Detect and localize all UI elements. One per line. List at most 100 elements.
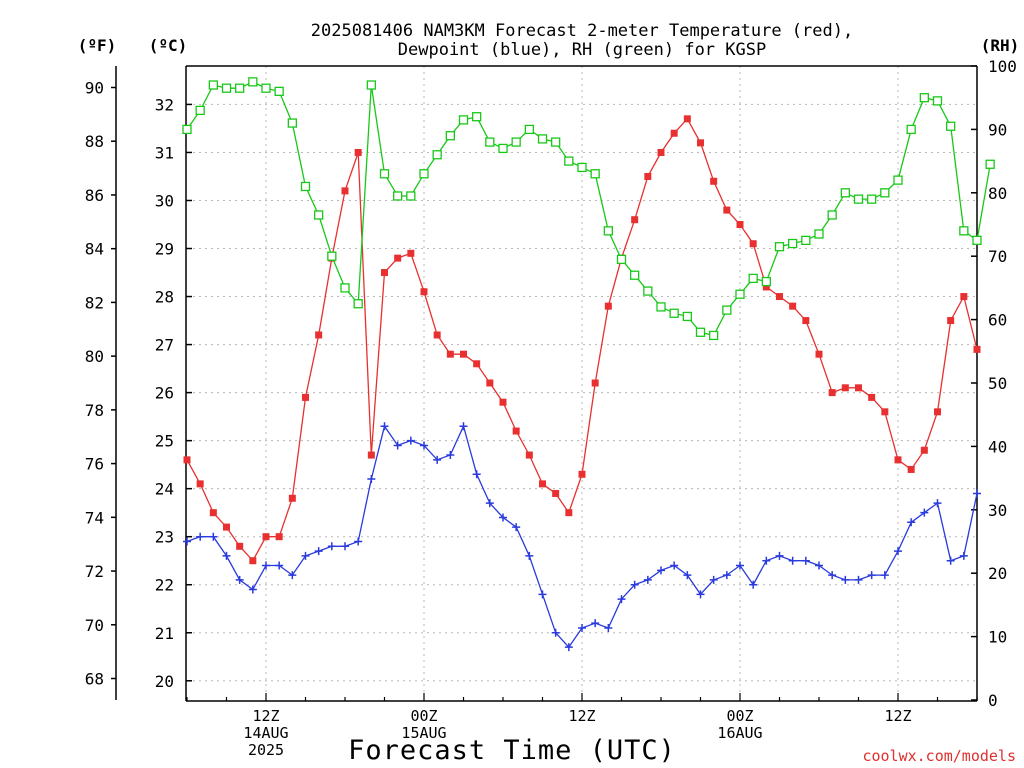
temperature-point — [894, 456, 902, 464]
dewpoint-point — [314, 547, 323, 556]
x-axis-title: Forecast Time (UTC) — [348, 735, 676, 766]
rh-point — [498, 143, 508, 154]
rh-point — [827, 210, 837, 220]
fahrenheit-tick-label: 86 — [85, 186, 104, 205]
dewpoint-point — [801, 556, 810, 565]
fahrenheit-tick-label: 90 — [85, 78, 104, 97]
rh-point — [485, 137, 495, 147]
dewpoint-point — [959, 551, 968, 560]
temperature-point — [670, 129, 678, 137]
rh-point — [735, 289, 745, 299]
temperature-point — [881, 408, 889, 416]
fahrenheit-axis-label: (ºF) — [78, 36, 117, 55]
rh-point — [590, 169, 600, 179]
rh-point — [458, 115, 469, 125]
dewpoint-point — [564, 643, 573, 652]
rh-tick-label: 100 — [988, 57, 1017, 76]
rh-point — [959, 226, 969, 236]
rh-point — [261, 83, 271, 93]
dewpoint-point — [341, 542, 349, 551]
temperature-point — [855, 384, 862, 392]
dewpoint-point — [762, 556, 771, 565]
data-series — [182, 77, 995, 652]
temperature-point — [407, 249, 415, 257]
dewpoint-point — [446, 451, 455, 460]
dewpoint-point — [209, 532, 218, 541]
dewpoint-point — [459, 422, 468, 431]
dewpoint-point — [499, 513, 507, 522]
temperature-point — [288, 494, 296, 502]
temperature-point — [762, 283, 770, 291]
fahrenheit-tick-label: 84 — [85, 240, 104, 259]
rh-point — [643, 286, 653, 296]
rh-point — [511, 137, 521, 147]
celsius-tick-label: 29 — [155, 240, 174, 259]
rh-point — [524, 124, 534, 135]
temperature-point — [710, 177, 718, 185]
temperature-point — [460, 350, 467, 358]
rh-point — [248, 77, 258, 87]
dewpoint-point — [551, 628, 560, 637]
fahrenheit-tick-label: 76 — [85, 455, 104, 474]
chart-title-line-1: 2025081406 NAM3KM Forecast 2-meter Tempe… — [311, 21, 853, 41]
rh-point — [985, 159, 995, 169]
temperature-point — [275, 533, 283, 541]
rh-point — [630, 270, 640, 280]
rh-axis-label: (RH) — [981, 36, 1020, 55]
grid-lines — [187, 66, 977, 700]
dewpoint-point — [617, 595, 626, 604]
temperature-point — [315, 331, 323, 339]
celsius-tick-label: 25 — [155, 432, 174, 451]
rh-point — [577, 162, 587, 173]
rh-point — [537, 134, 548, 144]
rh-point — [616, 254, 627, 265]
rh-tick-label: 80 — [988, 184, 1007, 203]
dewpoint-point — [683, 571, 692, 580]
rh-point — [893, 175, 903, 185]
dewpoint-series — [183, 422, 981, 652]
rh-point — [972, 235, 982, 246]
rh-tick-label: 90 — [988, 120, 1007, 139]
temperature-point — [683, 115, 691, 123]
temperature-point — [973, 345, 981, 353]
rh-point — [774, 242, 785, 252]
rh-point — [853, 194, 864, 204]
temperature-point — [262, 533, 270, 541]
x-tick-label: 00Z — [410, 707, 437, 725]
rh-tick-label: 50 — [988, 374, 1007, 393]
dewpoint-point — [880, 571, 889, 580]
temperature-point — [631, 216, 639, 224]
dewpoint-point — [406, 436, 415, 445]
dewpoint-point — [828, 571, 837, 580]
dewpoint-point — [696, 590, 705, 599]
rh-point — [287, 118, 297, 128]
credit-text: coolwx.com/models — [862, 747, 1016, 765]
rh-point — [867, 194, 877, 204]
dewpoint-point — [630, 580, 639, 589]
dewpoint-point — [946, 556, 955, 565]
x-tick-label: 2025 — [248, 741, 284, 759]
temperature-point — [920, 446, 928, 454]
temperature-point — [394, 254, 402, 262]
celsius-tick-label: 32 — [155, 95, 174, 114]
rh-point — [695, 327, 706, 337]
temperature-point — [578, 470, 586, 478]
rh-series — [182, 77, 995, 341]
rh-point — [801, 235, 811, 246]
rh-point — [221, 83, 232, 93]
rh-point — [919, 93, 929, 103]
rh-tick-label: 0 — [988, 691, 998, 710]
temperature-point — [446, 350, 454, 358]
dewpoint-point — [894, 547, 902, 556]
temperature-point — [815, 350, 823, 358]
chart-axes — [111, 65, 978, 702]
rh-point — [669, 308, 679, 318]
temperature-point — [249, 557, 257, 565]
dewpoint-point — [262, 561, 270, 570]
dewpoint-point — [393, 441, 402, 450]
rh-point — [709, 330, 719, 341]
temperature-point — [552, 489, 560, 497]
temperature-point — [512, 427, 520, 435]
x-tick-label: 00Z — [726, 707, 753, 725]
temperature-point — [960, 293, 968, 301]
